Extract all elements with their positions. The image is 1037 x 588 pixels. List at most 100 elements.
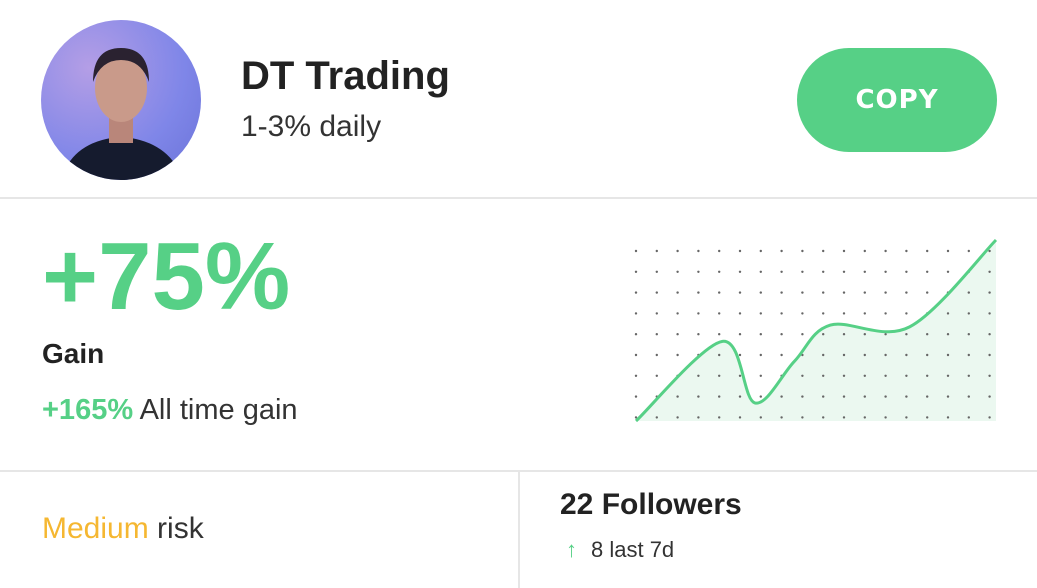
grid-dot	[863, 416, 866, 419]
grid-dot	[697, 249, 700, 253]
sparkline-area	[636, 240, 996, 421]
grid-dot	[718, 270, 721, 273]
grid-dot	[655, 416, 658, 419]
grid-dot	[759, 395, 762, 398]
grid-dot	[905, 395, 908, 398]
grid-dot	[842, 249, 846, 253]
grid-dot	[884, 312, 887, 315]
grid-dot	[738, 395, 742, 398]
grid-dot	[780, 395, 783, 398]
divider-vertical	[518, 472, 520, 588]
grid-dot	[967, 395, 970, 398]
grid-dot	[988, 416, 991, 419]
grid-dot	[634, 353, 638, 357]
grid-dot	[905, 270, 908, 273]
grid-dot	[863, 312, 866, 315]
followers-count: 22 Followers	[560, 488, 742, 521]
grid-dot	[884, 395, 887, 398]
grid-dot	[946, 249, 950, 253]
grid-dot	[655, 353, 658, 357]
grid-dot	[801, 333, 804, 336]
grid-dot	[697, 333, 700, 336]
copy-button[interactable]: COPY	[797, 48, 997, 152]
grid-dot	[759, 291, 762, 294]
avatar	[41, 20, 201, 180]
grid-dot	[676, 291, 679, 294]
grid-dot	[738, 291, 742, 294]
grid-dot	[946, 374, 950, 377]
grid-dot	[759, 353, 762, 357]
grid-dot	[884, 353, 887, 357]
grid-dot	[801, 312, 804, 315]
grid-dot	[738, 353, 742, 357]
followers-change: ↑ 8 last 7d	[566, 537, 674, 563]
grid-dot	[905, 291, 908, 294]
grid-dot	[822, 333, 825, 336]
grid-dot	[905, 416, 908, 419]
grid-dot	[884, 291, 887, 294]
grid-dot	[718, 312, 721, 315]
performance-sparkline	[634, 238, 998, 423]
grid-dot	[988, 249, 991, 253]
grid-dot	[676, 395, 679, 398]
grid-dot	[759, 333, 762, 336]
grid-dot	[967, 353, 970, 357]
grid-dot	[738, 333, 742, 336]
grid-dot	[926, 353, 929, 357]
grid-dot	[738, 270, 742, 273]
grid-dot	[905, 249, 908, 253]
grid-dot	[655, 333, 658, 336]
grid-dot	[884, 249, 887, 253]
grid-dot	[676, 249, 679, 253]
grid-dot	[676, 353, 679, 357]
grid-dot	[655, 270, 658, 273]
grid-dot	[718, 416, 721, 419]
grid-dot	[842, 374, 846, 377]
grid-dot	[863, 291, 866, 294]
grid-dot	[946, 270, 950, 273]
grid-dot	[988, 291, 991, 294]
grid-dot	[863, 353, 866, 357]
grid-dot	[822, 374, 825, 377]
grid-dot	[863, 395, 866, 398]
grid-dot	[676, 416, 679, 419]
grid-dot	[842, 312, 846, 315]
grid-dot	[822, 395, 825, 398]
grid-dot	[863, 333, 866, 336]
divider	[0, 470, 1037, 472]
grid-dot	[842, 270, 846, 273]
grid-dot	[759, 270, 762, 273]
grid-dot	[988, 353, 991, 357]
all-time-value: +165%	[42, 394, 134, 426]
grid-dot	[905, 353, 908, 357]
grid-dot	[655, 312, 658, 315]
gain-value: +75%	[42, 223, 291, 330]
grid-dot	[926, 249, 929, 253]
risk-value: Medium	[42, 512, 149, 545]
grid-dot	[884, 270, 887, 273]
grid-dot	[842, 353, 846, 357]
grid-dot	[655, 291, 658, 294]
grid-dot	[926, 416, 929, 419]
grid-dot	[697, 270, 700, 273]
grid-dot	[634, 249, 638, 253]
grid-dot	[718, 395, 721, 398]
grid-dot	[842, 395, 846, 398]
trader-name: DT Trading	[241, 54, 450, 98]
grid-dot	[988, 312, 991, 315]
grid-dot	[697, 291, 700, 294]
grid-dot	[655, 249, 658, 253]
grid-dot	[780, 291, 783, 294]
grid-dot	[759, 416, 762, 419]
followers-change-text: 8 last 7d	[591, 537, 675, 562]
grid-dot	[718, 249, 721, 253]
grid-dot	[738, 374, 742, 377]
grid-dot	[905, 333, 908, 336]
grid-dot	[926, 374, 929, 377]
grid-dot	[822, 270, 825, 273]
sparkline-line	[634, 238, 998, 423]
all-time-label: All time gain	[139, 394, 298, 426]
grid-dot	[759, 249, 762, 253]
grid-dot	[946, 333, 950, 336]
grid-dot	[759, 312, 762, 315]
